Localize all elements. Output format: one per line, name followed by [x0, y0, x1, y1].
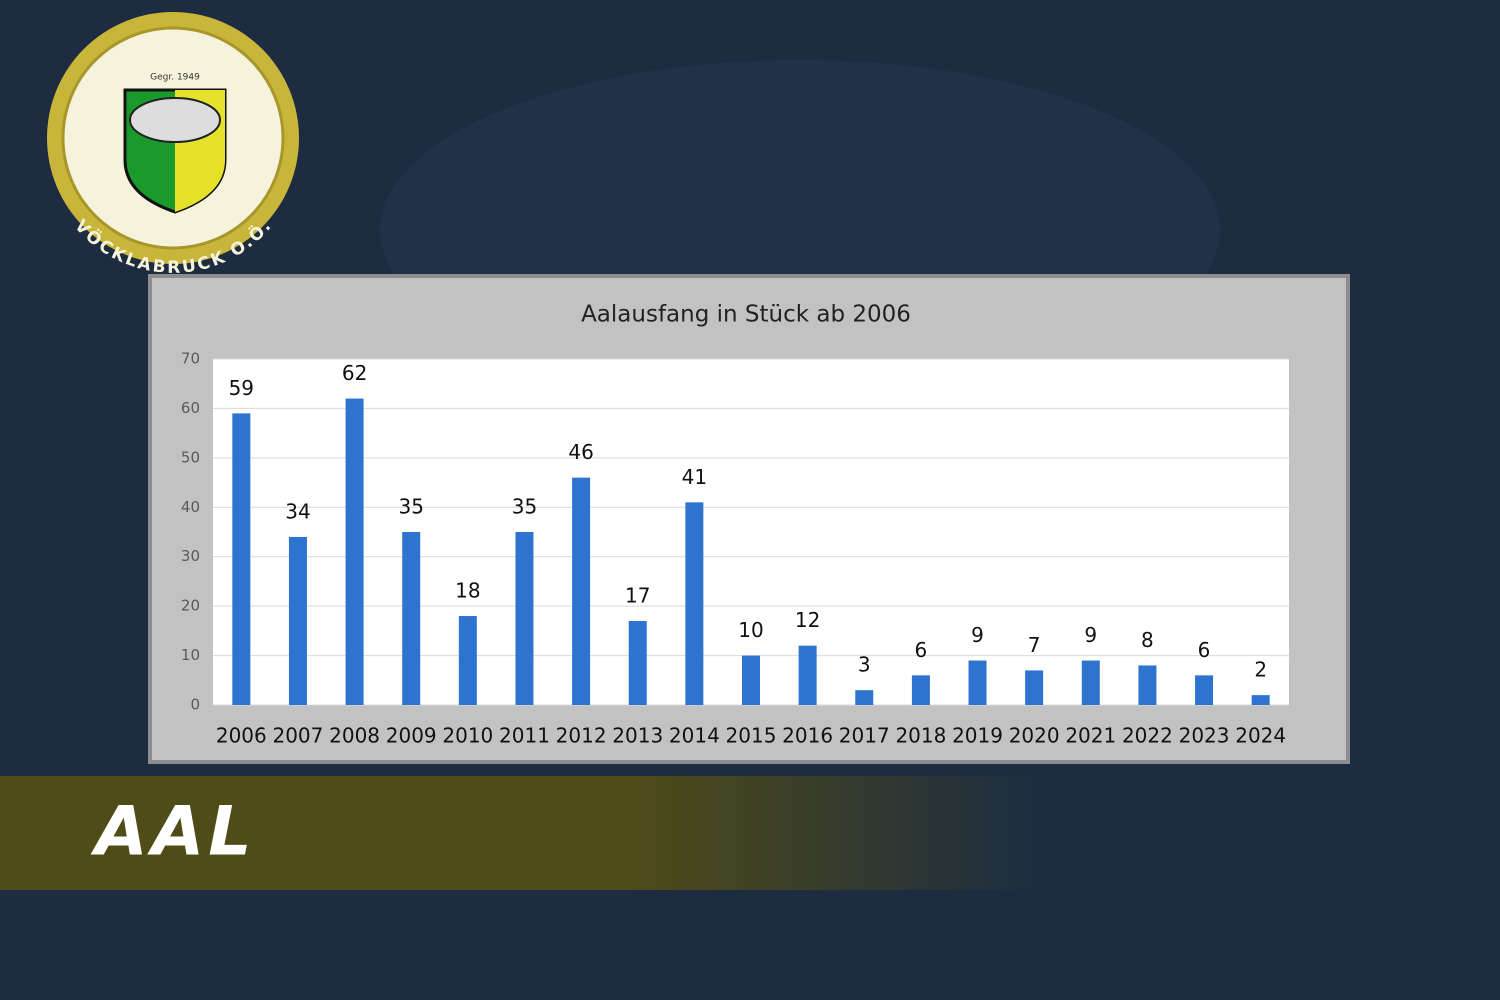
x-tick-label: 2018: [895, 724, 946, 748]
logo-fish: [129, 97, 221, 143]
x-tick-label: 2009: [386, 724, 437, 748]
y-tick-label: 30: [181, 547, 200, 565]
value-label: 46: [568, 440, 593, 464]
x-tick-label: 2006: [216, 724, 267, 748]
x-tick-label: 2017: [839, 724, 890, 748]
y-tick-label: 40: [181, 498, 200, 516]
bar: [458, 616, 477, 705]
value-label: 12: [795, 608, 820, 632]
bar: [855, 690, 874, 705]
bar: [798, 645, 817, 705]
x-tick-label: 2023: [1179, 724, 1230, 748]
value-label: 35: [398, 495, 423, 519]
value-label: 3: [858, 653, 871, 677]
bar: [685, 502, 704, 705]
bar: [1195, 675, 1214, 705]
chart: 0102030405060702006592007342008622009352…: [181, 350, 1289, 748]
x-tick-label: 2016: [782, 724, 833, 748]
y-tick-label: 60: [181, 399, 200, 417]
x-tick-label: 2021: [1065, 724, 1116, 748]
y-tick-label: 10: [181, 646, 200, 664]
y-tick-label: 70: [181, 350, 200, 368]
value-label: 2: [1254, 658, 1267, 682]
bar: [288, 536, 307, 705]
value-label: 9: [971, 623, 984, 647]
bar: [628, 620, 647, 705]
x-tick-label: 2007: [272, 724, 323, 748]
x-tick-label: 2010: [442, 724, 493, 748]
value-label: 7: [1028, 633, 1041, 657]
x-tick-label: 2019: [952, 724, 1003, 748]
x-tick-label: 2008: [329, 724, 380, 748]
value-label: 59: [229, 376, 254, 400]
x-tick-label: 2024: [1235, 724, 1286, 748]
value-label: 17: [625, 583, 650, 607]
x-tick-label: 2020: [1009, 724, 1060, 748]
logo-founded: Gegr. 1949: [150, 73, 200, 83]
x-tick-label: 2014: [669, 724, 720, 748]
x-tick-label: 2012: [556, 724, 607, 748]
bar: [1138, 665, 1157, 705]
bar: [1251, 695, 1270, 705]
bar: [402, 532, 421, 705]
bar: [345, 398, 364, 705]
x-tick-label: 2011: [499, 724, 550, 748]
value-label: 8: [1141, 628, 1154, 652]
bar: [911, 675, 930, 705]
x-tick-label: 2013: [612, 724, 663, 748]
value-label: 62: [342, 361, 367, 385]
bar: [968, 660, 987, 705]
x-tick-label: 2015: [726, 724, 777, 748]
bar: [1081, 660, 1100, 705]
logo: SPORTANGLERBUND VÖCKLABRUCK O.Ö. Gegr. 1…: [47, 12, 299, 278]
plot-area: [213, 359, 1289, 705]
bar: [572, 477, 591, 705]
value-label: 34: [285, 499, 310, 523]
value-label: 35: [512, 495, 537, 519]
y-tick-label: 20: [181, 597, 200, 615]
y-tick-label: 0: [190, 696, 200, 714]
value-label: 10: [738, 618, 763, 642]
value-label: 41: [682, 465, 707, 489]
bar: [742, 655, 760, 705]
value-label: 18: [455, 579, 480, 603]
chart-title: Aalausfang in Stück ab 2006: [581, 302, 911, 328]
banner-title: AAL: [90, 793, 256, 872]
bar: [515, 532, 534, 705]
value-label: 6: [1198, 638, 1211, 662]
banner: [0, 776, 1040, 890]
value-label: 6: [915, 638, 928, 662]
bar: [1025, 670, 1044, 705]
y-tick-label: 50: [181, 448, 200, 466]
value-label: 9: [1084, 623, 1097, 647]
bar: [232, 413, 251, 705]
x-tick-label: 2022: [1122, 724, 1173, 748]
